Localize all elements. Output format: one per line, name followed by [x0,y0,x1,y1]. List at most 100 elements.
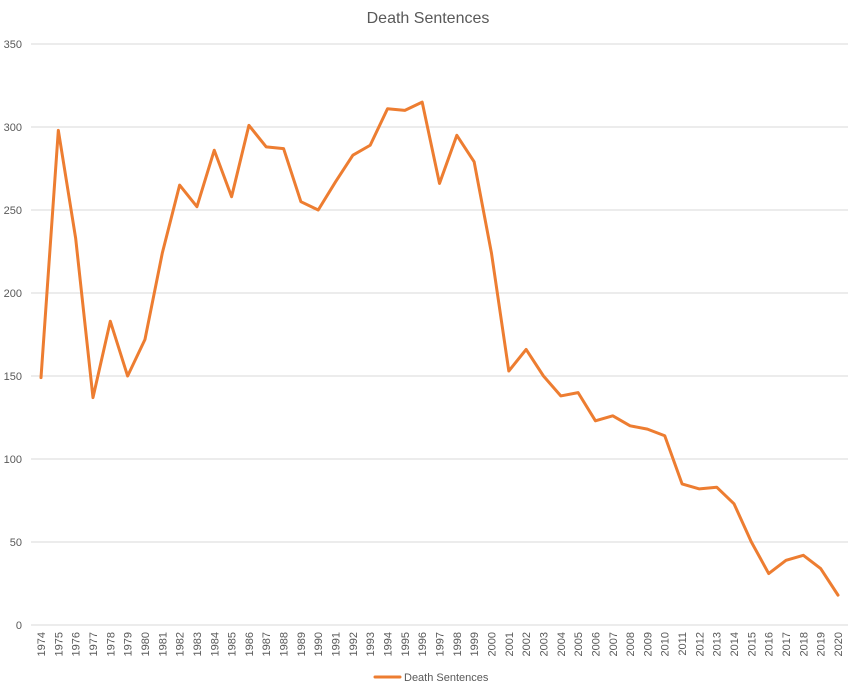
data-point-1999 [471,159,477,165]
data-point-2015 [748,539,754,545]
x-tick-label: 2003 [538,632,550,656]
x-tick-label: 1996 [417,632,429,656]
x-tick-label: 1984 [209,632,221,656]
x-tick-label: 1983 [192,632,204,656]
data-point-1997 [437,180,443,186]
data-point-2020 [835,592,841,598]
gridlines [31,43,848,626]
data-point-1990 [315,207,321,213]
x-tick-label: 1989 [296,632,308,656]
x-tick-label: 2001 [504,632,516,656]
x-tick-label: 2018 [798,632,810,656]
data-point-1984 [211,147,217,153]
data-point-2013 [714,484,720,490]
data-point-1989 [298,199,304,205]
x-tick-label: 1997 [435,632,447,656]
x-tick-label: 1978 [105,632,117,656]
x-tick-label: 1981 [157,632,169,656]
data-point-2018 [800,552,806,558]
x-tick-label: 1982 [175,632,187,656]
data-point-2016 [766,571,772,577]
x-tick-label: 2008 [625,632,637,656]
data-point-1974 [38,375,44,381]
x-tick-label: 1980 [140,632,152,656]
data-point-2000 [488,250,494,256]
x-tick-label: 2005 [573,632,585,656]
x-tick-label: 1999 [469,632,481,656]
data-point-2007 [610,413,616,419]
x-tick-label: 1990 [313,632,325,656]
data-point-2017 [783,557,789,563]
x-tick-label: 2016 [764,632,776,656]
x-tick-label: 1994 [383,632,395,656]
x-tick-label: 2020 [833,632,845,656]
x-tick-label: 2011 [677,632,689,656]
data-point-2010 [662,433,668,439]
x-tick-label: 1976 [71,632,83,656]
legend: Death Sentences [373,672,489,684]
data-point-2003 [540,373,546,379]
data-point-2004 [558,393,564,399]
data-point-1994 [385,106,391,112]
data-point-1980 [142,336,148,342]
x-tick-label: 1993 [365,632,377,656]
data-point-1976 [73,235,79,241]
data-point-1986 [246,122,252,128]
x-tick-label: 1985 [227,632,239,656]
data-point-2019 [818,566,824,572]
x-tick-label: 2017 [781,632,793,656]
y-axis-tick-labels: 0 50 100 150 200 250 300 350 [4,39,22,632]
x-tick-label: 1991 [331,632,343,656]
data-point-1983 [194,204,200,210]
data-point-1975 [55,127,61,133]
x-tick-label: 1992 [348,632,360,656]
data-point-1977 [90,395,96,401]
x-tick-label: 1988 [279,632,291,656]
data-point-1982 [177,182,183,188]
y-tick-label: 50 [10,537,22,549]
y-tick-label: 250 [4,205,22,217]
y-tick-label: 300 [4,122,22,134]
data-point-2002 [523,346,529,352]
data-point-1998 [454,132,460,138]
x-tick-label: 2014 [729,632,741,656]
x-axis-tick-labels: 1974 1975 1976 1977 1978 1979 1980 1981 1982 1983… [36,632,845,656]
x-tick-label: 2004 [556,632,568,656]
data-point-1992 [350,152,356,158]
data-point-2011 [679,481,685,487]
data-point-1995 [402,107,408,113]
x-tick-label: 1979 [123,632,135,656]
data-point-1985 [229,194,235,200]
y-tick-label: 350 [4,39,22,51]
x-tick-label: 2006 [590,632,602,656]
data-point-1979 [125,373,131,379]
x-tick-label: 2009 [642,632,654,656]
chart-title: Death Sentences [367,10,490,27]
data-point-1991 [333,179,339,185]
x-tick-label: 2002 [521,632,533,656]
x-tick-label: 1974 [36,632,48,656]
data-point-2001 [506,368,512,374]
x-tick-label: 2013 [712,632,724,656]
x-tick-label: 2012 [694,632,706,656]
x-tick-label: 2007 [608,632,620,656]
series-line-death-sentences [39,100,840,597]
series-layer [38,99,841,598]
x-tick-label: 1975 [53,632,65,656]
data-point-2005 [575,390,581,396]
data-point-1978 [107,318,113,324]
x-tick-label: 2010 [660,632,672,656]
y-tick-label: 0 [16,620,22,632]
y-tick-label: 200 [4,288,22,300]
data-point-1996 [419,99,425,105]
data-point-1987 [263,144,269,150]
data-point-2014 [731,501,737,507]
y-tick-label: 100 [4,454,22,466]
x-tick-label: 2015 [746,632,758,656]
legend-label: Death Sentences [404,672,489,684]
x-tick-label: 2000 [486,632,498,656]
data-point-1988 [281,146,287,152]
x-tick-label: 1998 [452,632,464,656]
